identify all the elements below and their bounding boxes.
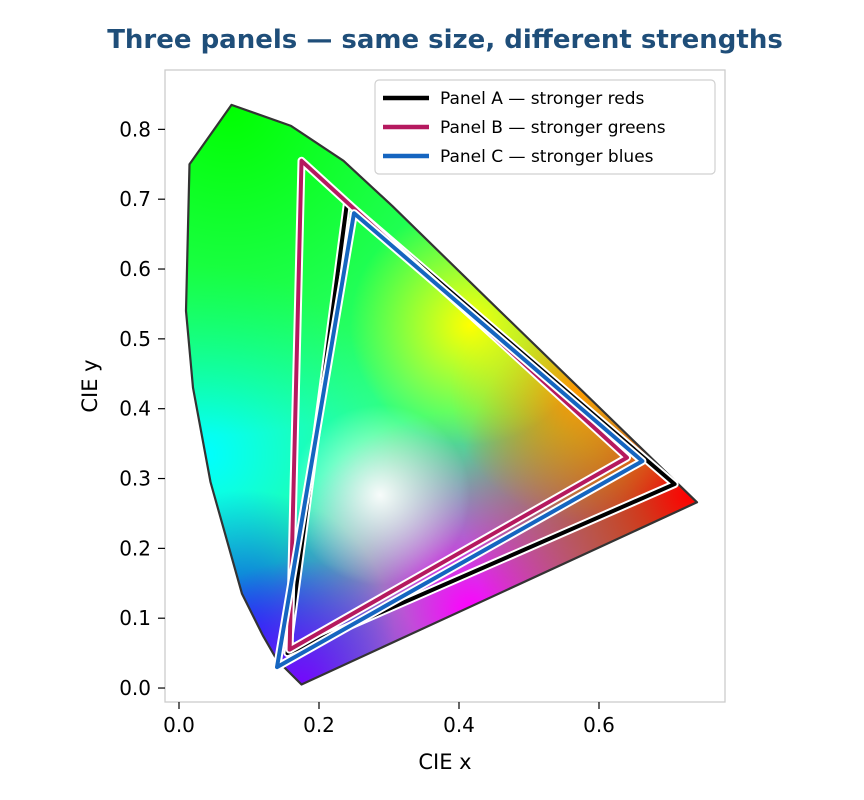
x-tick-label: 0.0 [163, 713, 195, 737]
legend-label-2: Panel B — stronger greens [440, 118, 666, 138]
chart-title: Three panels — same size, different stre… [107, 25, 783, 55]
y-tick-label: 0.4 [119, 397, 151, 421]
y-tick-label: 0.7 [119, 187, 151, 211]
y-tick-label: 0.8 [119, 117, 151, 141]
legend-label-3: Panel C — stronger blues [440, 147, 654, 167]
y-tick-label: 0.3 [119, 467, 151, 491]
x-axis: 0.0 0.2 0.4 0.6 [163, 702, 615, 737]
y-tick-label: 0.2 [119, 536, 151, 560]
legend-box [374, 79, 716, 175]
x-axis-label: CIE x [418, 750, 471, 774]
y-tick-label: 0.0 [119, 676, 151, 700]
y-tick-label: 0.1 [119, 606, 151, 630]
y-axis: 0.0 0.1 0.2 0.3 0.4 0.5 0.6 0.7 0.8 [119, 117, 165, 700]
locus-outline [184, 103, 699, 686]
x-tick-label: 0.6 [583, 713, 615, 737]
plot-frame [164, 69, 726, 703]
x-tick-label: 0.2 [303, 713, 335, 737]
gamut-triangles [273, 156, 679, 672]
x-tick-label: 0.4 [443, 713, 475, 737]
gamut-triangle-3 [275, 211, 645, 670]
y-tick-label: 0.5 [119, 327, 151, 351]
legend: Panel A — stronger reds Panel B — stronge… [374, 79, 716, 175]
y-tick-label: 0.6 [119, 257, 151, 281]
y-axis-label: CIE y [78, 359, 102, 412]
legend-label-1: Panel A — stronger reds [440, 89, 645, 109]
